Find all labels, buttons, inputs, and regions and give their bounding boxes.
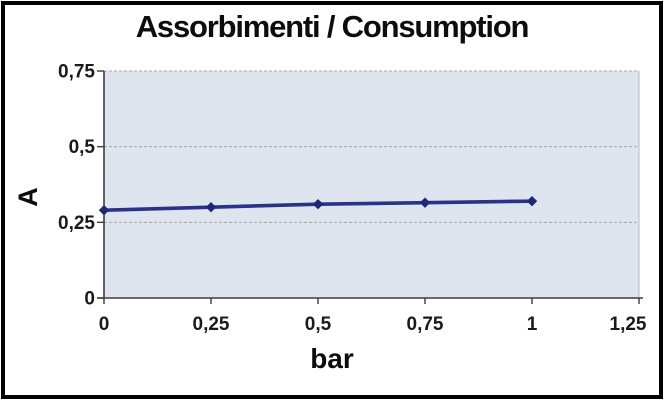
x-tick-label: 0,5	[305, 314, 332, 335]
data-point-marker	[526, 195, 538, 207]
y-tick-label: 0,25	[58, 213, 95, 234]
data-point-marker	[98, 205, 110, 216]
data-point-marker	[419, 197, 431, 208]
y-tick-label: 0	[84, 289, 95, 310]
x-axis-title: bar	[310, 343, 354, 374]
y-tick-label: 0,5	[69, 137, 96, 158]
data-point-marker	[312, 198, 324, 210]
data-point-marker	[205, 202, 217, 213]
plot-background	[104, 71, 639, 298]
x-tick-label: 0	[99, 314, 110, 335]
x-tick-label: 1,25	[610, 314, 647, 335]
x-tick-label: 1	[527, 314, 538, 335]
y-tick-label: 0,75	[58, 62, 95, 83]
x-tick-label: 0,25	[193, 314, 230, 335]
chart-title: Assorbimenti / Consumption	[135, 9, 530, 44]
x-tick-label: 0,75	[407, 314, 444, 335]
